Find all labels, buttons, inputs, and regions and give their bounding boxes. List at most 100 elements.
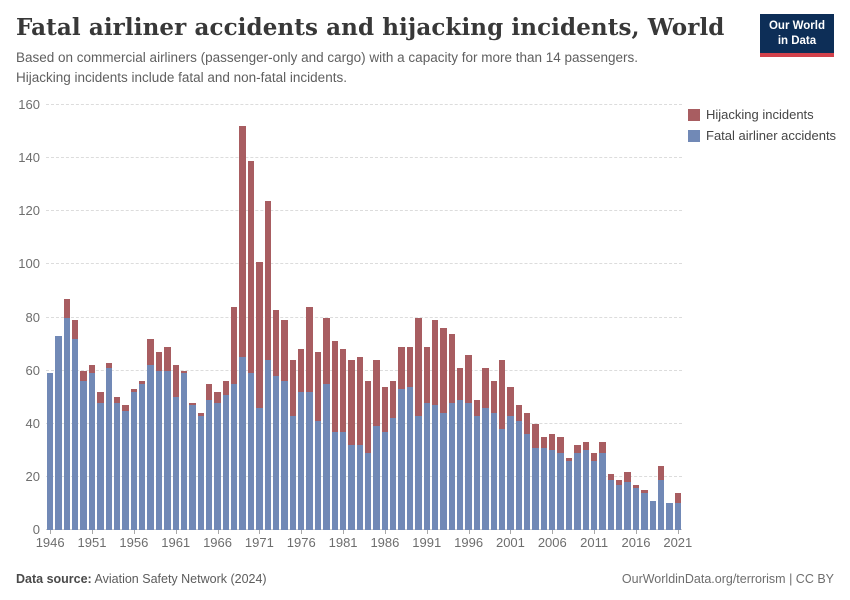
bar-1988[interactable]	[397, 105, 405, 530]
bar-2005[interactable]	[540, 105, 548, 530]
x-tick-mark-1991	[426, 530, 428, 534]
bar-1976[interactable]	[297, 105, 305, 530]
legend-item-1[interactable]: Fatal airliner accidents	[688, 128, 844, 144]
bar-2011[interactable]	[590, 105, 598, 530]
bar-1983[interactable]	[356, 105, 364, 530]
bar-1993[interactable]	[439, 105, 447, 530]
bar-1964[interactable]	[197, 105, 205, 530]
bar-2018[interactable]	[649, 105, 657, 530]
bar-1973-fatal-accidents-segment	[272, 375, 280, 530]
bar-1961[interactable]	[172, 105, 180, 530]
bar-1961-fatal-accidents-segment	[172, 397, 179, 530]
bar-1955[interactable]	[121, 105, 129, 530]
bar-2000[interactable]	[498, 105, 506, 530]
bar-2006[interactable]	[548, 105, 556, 530]
bar-2009[interactable]	[573, 105, 581, 530]
bar-1981[interactable]	[339, 105, 347, 530]
owid-citation-link[interactable]: OurWorldinData.org/terrorism | CC BY	[621, 572, 834, 586]
bar-1960[interactable]	[163, 105, 171, 530]
bar-1966-fatal-accidents-segment	[214, 402, 221, 530]
bar-1996[interactable]	[464, 105, 472, 530]
owid-logo[interactable]: Our World in Data	[759, 14, 834, 57]
legend-item-0[interactable]: Hijacking incidents	[688, 107, 844, 123]
bar-2016[interactable]	[632, 105, 640, 530]
bar-2008[interactable]	[565, 105, 573, 530]
bar-2012[interactable]	[598, 105, 606, 530]
bar-1954[interactable]	[113, 105, 121, 530]
bar-1985[interactable]	[372, 105, 380, 530]
bar-1974[interactable]	[280, 105, 288, 530]
bar-1987[interactable]	[389, 105, 397, 530]
bar-1998[interactable]	[481, 105, 489, 530]
bar-1950[interactable]	[79, 105, 87, 530]
bar-2013[interactable]	[607, 105, 615, 530]
bar-1994[interactable]	[448, 105, 456, 530]
bar-1991[interactable]	[423, 105, 431, 530]
bar-2010[interactable]	[582, 105, 590, 530]
bar-1946[interactable]	[46, 105, 54, 530]
bar-1958[interactable]	[146, 105, 154, 530]
bar-1962[interactable]	[180, 105, 188, 530]
bar-1969[interactable]	[238, 105, 246, 530]
bar-1980[interactable]	[331, 105, 339, 530]
bar-2021[interactable]	[674, 105, 682, 530]
bar-1999[interactable]	[490, 105, 498, 530]
bar-2007[interactable]	[556, 105, 564, 530]
bar-1997[interactable]	[473, 105, 481, 530]
bar-1948[interactable]	[63, 105, 71, 530]
bar-1967[interactable]	[222, 105, 230, 530]
bar-1975[interactable]	[289, 105, 297, 530]
bar-2017[interactable]	[640, 105, 648, 530]
bar-2004-hijacking-segment	[532, 423, 539, 448]
bar-1977[interactable]	[305, 105, 313, 530]
bar-1959-hijacking-segment	[155, 352, 163, 371]
bar-1992[interactable]	[431, 105, 439, 530]
x-axis: 1946 1951 1956 1961 1966 1971 1976 1981 1986 1991…	[36, 530, 692, 556]
x-tick-mark-1976	[301, 530, 303, 534]
bar-1995[interactable]	[456, 105, 464, 530]
bar-1947[interactable]	[54, 105, 62, 530]
bar-2019[interactable]	[657, 105, 665, 530]
bar-1979[interactable]	[322, 105, 330, 530]
bar-1989[interactable]	[406, 105, 414, 530]
bar-1957[interactable]	[138, 105, 146, 530]
bar-1982[interactable]	[347, 105, 355, 530]
bar-1949[interactable]	[71, 105, 79, 530]
bar-1950-hijacking-segment	[80, 370, 87, 382]
bar-2003[interactable]	[523, 105, 531, 530]
bar-1968[interactable]	[230, 105, 238, 530]
bar-1984[interactable]	[364, 105, 372, 530]
bar-2000-hijacking-segment	[498, 360, 506, 430]
bar-1978[interactable]	[314, 105, 322, 530]
bar-1963[interactable]	[188, 105, 196, 530]
x-tick-mark-1946	[50, 530, 52, 534]
bar-2001[interactable]	[506, 105, 514, 530]
bar-1966[interactable]	[213, 105, 221, 530]
bar-2002[interactable]	[515, 105, 523, 530]
bar-1976-hijacking-segment	[298, 349, 305, 392]
bar-1952[interactable]	[96, 105, 104, 530]
bar-1949-fatal-accidents-segment	[72, 338, 79, 530]
bar-2003-hijacking-segment	[524, 413, 531, 435]
bar-2020[interactable]	[665, 105, 673, 530]
bar-1965[interactable]	[205, 105, 213, 530]
bar-1986[interactable]	[381, 105, 389, 530]
bar-1993-fatal-accidents-segment	[440, 413, 447, 530]
bar-1959[interactable]	[155, 105, 163, 530]
bar-2004[interactable]	[531, 105, 539, 530]
gridline-60	[46, 369, 682, 371]
bar-1956[interactable]	[130, 105, 138, 530]
bar-1973[interactable]	[272, 105, 280, 530]
bar-1990[interactable]	[414, 105, 422, 530]
bar-2005-hijacking-segment	[540, 437, 548, 448]
bar-2014[interactable]	[615, 105, 623, 530]
x-axis-label-1946: 1946	[35, 535, 65, 550]
x-tick-mark-2021	[677, 530, 679, 534]
bar-2015[interactable]	[623, 105, 631, 530]
bar-1951[interactable]	[88, 105, 96, 530]
bar-1972[interactable]	[264, 105, 272, 530]
bar-1953[interactable]	[105, 105, 113, 530]
bar-1971[interactable]	[255, 105, 263, 530]
bar-1970[interactable]	[247, 105, 255, 530]
gridline-20	[46, 475, 682, 477]
